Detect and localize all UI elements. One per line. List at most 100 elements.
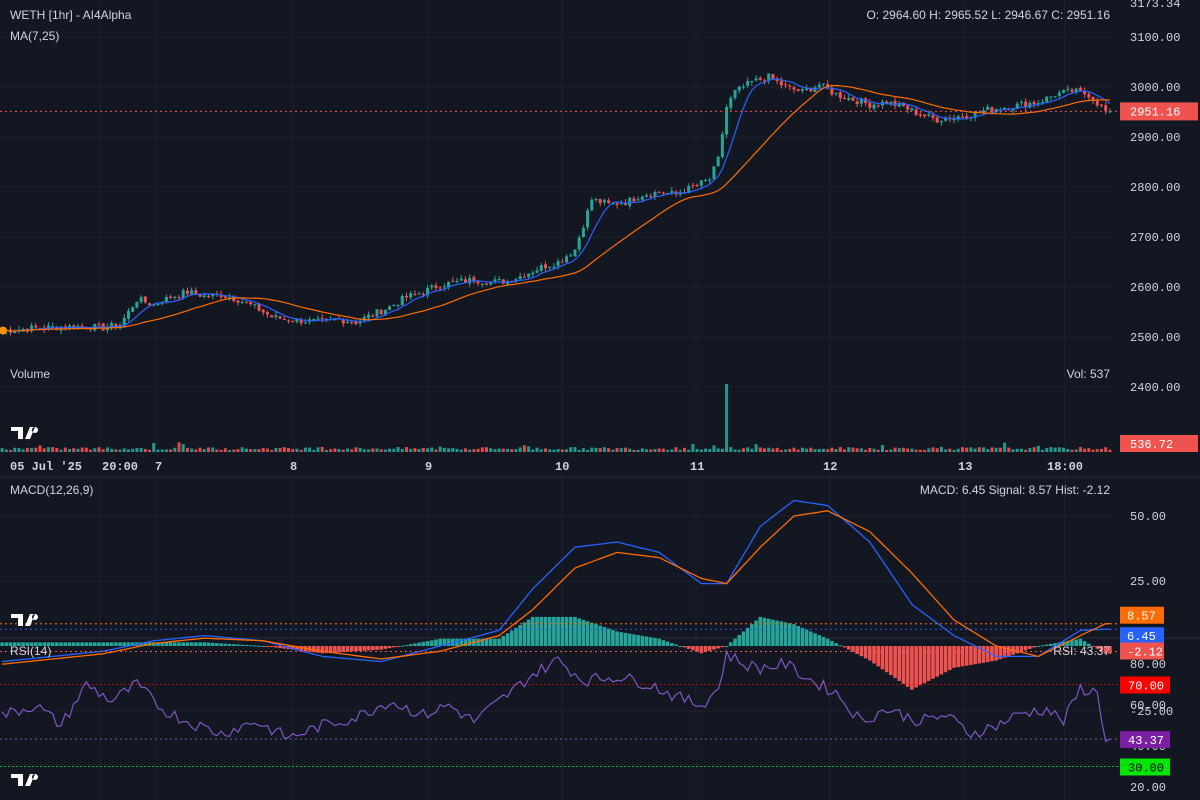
macd-histogram-bar [855, 646, 859, 655]
macd-histogram-bar [467, 638, 472, 646]
y-tick-label: 3000.00 [1130, 81, 1180, 95]
macd-histogram-bar [766, 618, 771, 646]
candle [615, 203, 619, 205]
candle [244, 301, 248, 303]
volume-bar [404, 447, 408, 452]
candle [417, 293, 421, 295]
macd-histogram-bar [509, 630, 514, 646]
candle [843, 97, 847, 100]
candle [1074, 88, 1078, 92]
y-tick-label: 2500.00 [1130, 331, 1180, 345]
macd-histogram-bar [817, 635, 822, 646]
volume-bar [868, 447, 872, 452]
y-tick-label: 2900.00 [1130, 131, 1180, 145]
macd-histogram-bar [956, 646, 961, 668]
macd-label: MACD(12,26,9) [10, 483, 94, 497]
volume-bar [910, 448, 914, 452]
volume-bar [956, 448, 960, 452]
macd-histogram-bar [1053, 643, 1057, 646]
macd-histogram-bar [434, 639, 438, 646]
volume-bar [518, 447, 522, 452]
volume-bar [1049, 447, 1053, 452]
volume-bar [38, 445, 42, 452]
candle [438, 287, 442, 289]
volume-bar [97, 447, 101, 452]
candle [463, 279, 467, 283]
macd-histogram-bar [46, 642, 51, 646]
volume-bar [952, 449, 956, 452]
candle [274, 315, 278, 317]
macd-histogram-bar [611, 629, 615, 646]
volume-bar [826, 449, 830, 452]
candle [661, 192, 665, 194]
volume-bar [678, 449, 682, 452]
macd-histogram-bar [514, 627, 518, 646]
macd-histogram-bar [156, 642, 160, 646]
macd-histogram-bar [392, 646, 396, 648]
volume-bar [619, 448, 623, 452]
candle [1019, 102, 1023, 104]
volume-bar [994, 447, 998, 452]
candle [543, 264, 547, 269]
volume-bar [581, 448, 585, 452]
macd-histogram-bar [442, 638, 447, 646]
rsi-label: RSI(14) [10, 644, 52, 658]
candle [354, 321, 358, 324]
volume-bar [809, 447, 813, 452]
macd-histogram-bar [164, 642, 169, 646]
candle [1003, 107, 1007, 110]
volume-bar [514, 449, 518, 452]
macd-histogram-bar [918, 646, 923, 686]
volume-bar [228, 449, 232, 452]
volume-bar [72, 448, 76, 452]
volume-bar [219, 449, 223, 452]
candle [320, 317, 324, 320]
candle [282, 319, 286, 321]
volume-bar [569, 447, 573, 452]
macd-histogram-bar [796, 625, 800, 646]
macd-histogram-bar [783, 622, 788, 646]
candle [859, 98, 863, 104]
macd-histogram-bar [670, 643, 674, 646]
macd-histogram-bar [130, 642, 135, 646]
candle [628, 197, 632, 206]
candle [493, 279, 497, 282]
candle [1024, 101, 1028, 108]
candle [291, 320, 295, 322]
volume-bar [375, 448, 379, 452]
candle [1070, 89, 1074, 92]
volume-bar [821, 448, 825, 452]
y-tick-label: 80.00 [1130, 658, 1166, 672]
volume-bar [438, 446, 442, 452]
volume-bar [695, 449, 699, 452]
candle [750, 81, 754, 83]
volume-bar [577, 449, 581, 452]
volume-bar [1083, 448, 1087, 452]
volume-bar [249, 449, 253, 452]
candle [476, 281, 480, 284]
volume-bar [320, 446, 324, 452]
candle [122, 317, 126, 326]
candle [383, 309, 387, 315]
candle [868, 102, 872, 108]
macd-histogram-bar [38, 642, 42, 646]
volume-bar [716, 448, 720, 452]
volume-readout: Vol: 537 [1066, 367, 1110, 381]
candle [569, 255, 573, 257]
volume-bar [1036, 445, 1040, 452]
macd-histogram-bar [446, 638, 451, 646]
volume-tag [1120, 435, 1198, 452]
volume-bar [261, 447, 265, 452]
candle [34, 325, 38, 328]
macd-histogram-bar [29, 642, 34, 646]
rsi-value-tag-label: 43.37 [1128, 734, 1164, 748]
macd-histogram-bar [59, 642, 63, 646]
macd-histogram-bar [901, 646, 906, 684]
macd-histogram-bar [977, 646, 982, 664]
candle [779, 80, 783, 86]
macd-histogram-bar [573, 616, 577, 646]
volume-bar [607, 448, 611, 452]
macd-histogram-bar [484, 638, 489, 646]
macd-histogram-bar [1002, 646, 1007, 658]
macd-histogram-bar [1108, 646, 1112, 654]
